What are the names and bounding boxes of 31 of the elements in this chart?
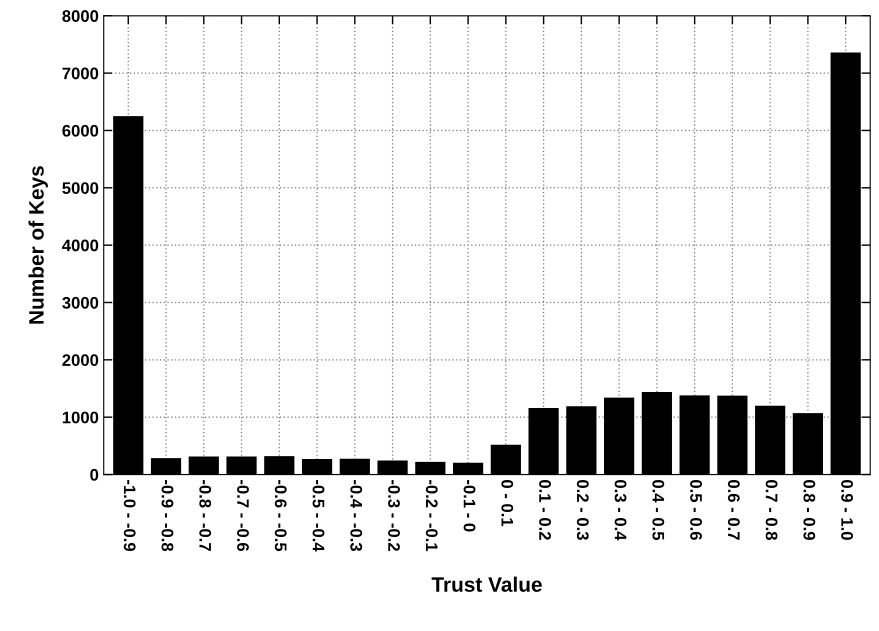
y-tick-label: 0 — [90, 468, 98, 481]
x-tick-label: 0.3 - 0.4 — [614, 480, 626, 540]
x-tick-label: -0.3 - -0.2 — [388, 480, 400, 551]
x-tick-label: 0.7 - 0.8 — [766, 480, 778, 540]
x-tick-label: 0.9 - 1.0 — [841, 480, 853, 540]
x-tick-label: 0 - 0.1 — [501, 480, 514, 526]
y-tick-label: 1000 — [62, 412, 98, 424]
x-axis-title: Trust Value — [432, 576, 542, 592]
x-tick-label: -0.8 - -0.7 — [199, 480, 212, 551]
x-tick-label: -0.4 - -0.3 — [350, 480, 362, 552]
x-tick-label: -0.6 - -0.5 — [274, 480, 287, 552]
x-tick-label: -0.9 - -0.8 — [162, 480, 174, 552]
x-tick-label: -0.1 - 0 — [464, 480, 476, 532]
y-tick-label: 7000 — [62, 68, 98, 80]
y-tick-label: 5000 — [62, 182, 98, 194]
y-tick-label: 8000 — [62, 10, 98, 22]
y-tick-label: 6000 — [62, 124, 98, 137]
x-tick-label: -0.2 - -0.1 — [426, 480, 438, 552]
y-tick-label: 3000 — [62, 296, 98, 309]
x-tick-label: 0.4 - 0.5 — [652, 480, 664, 540]
y-tick-label: 2000 — [62, 354, 98, 366]
x-tick-label: 0.8 - 0.9 — [803, 480, 816, 540]
x-tick-label: 0.5 - 0.6 — [690, 480, 702, 540]
x-tick-label: -0.5 - -0.4 — [312, 480, 324, 552]
y-tick-label: 4000 — [62, 240, 98, 252]
x-tick-label: 0.2 - 0.3 — [576, 480, 589, 540]
y-axis-title: Number of Keys — [28, 166, 48, 324]
x-tick-label: -1.0 - -0.9 — [124, 480, 136, 552]
x-tick-label: -0.7 - -0.6 — [237, 480, 249, 552]
x-tick-label: 0.1 - 0.2 — [539, 480, 551, 540]
x-tick-label: 0.6 - 0.7 — [728, 480, 740, 540]
